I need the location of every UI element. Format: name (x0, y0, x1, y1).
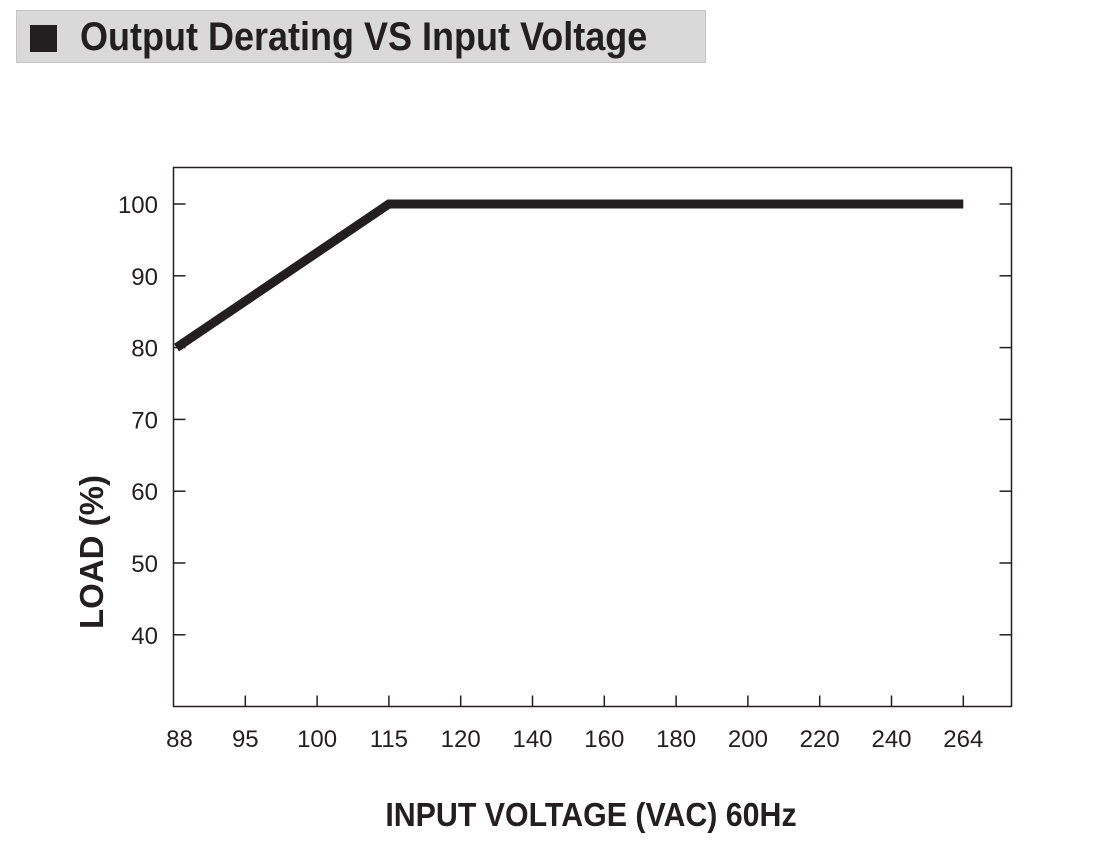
y-axis-tick-labels: 40 50 60 70 80 90 100 (118, 192, 158, 650)
x-axis-tick-labels: 88 95 100 115 120 140 160 180 200 220 240 264 (166, 726, 983, 753)
x-tick-label: 140 (512, 726, 552, 753)
x-tick-label: 115 (370, 726, 408, 753)
x-tick-label: 88 (166, 726, 193, 753)
y-tick-label: 60 (131, 479, 158, 506)
y-tick-label: 70 (131, 407, 158, 434)
plot-area (172, 166, 1013, 708)
title-bar: Output Derating VS Input Voltage (16, 10, 706, 63)
y-tick-label: 100 (118, 192, 158, 219)
x-tick-label: 220 (800, 726, 840, 753)
y-tick-label: 50 (131, 551, 158, 578)
y-axis-title: LOAD (%) (73, 475, 110, 629)
load-series-line (173, 199, 964, 352)
x-axis-title: INPUT VOLTAGE (VAC) 60Hz (385, 796, 796, 833)
chart-title: Output Derating VS Input Voltage (80, 15, 648, 59)
x-tick-label: 95 (232, 726, 259, 753)
y-tick-label: 90 (131, 264, 158, 291)
x-tick-label: 180 (656, 726, 696, 753)
x-tick-label: 240 (871, 726, 911, 753)
x-tick-label: 264 (943, 726, 983, 753)
x-tick-label: 200 (728, 726, 768, 753)
x-tick-label: 120 (441, 726, 481, 753)
y-tick-label: 40 (131, 623, 158, 650)
axis-ticks (173, 203, 1012, 707)
y-tick-label: 80 (131, 336, 158, 363)
x-tick-label: 100 (297, 726, 337, 753)
title-bullet-icon (30, 25, 57, 52)
x-tick-label: 160 (584, 726, 624, 753)
